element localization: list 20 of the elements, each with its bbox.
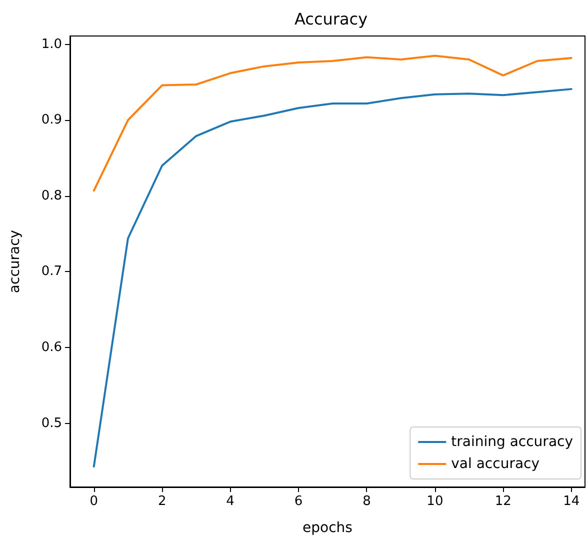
y-tick-label: 1.0 <box>41 36 62 52</box>
x-axis-title: epochs <box>302 520 352 536</box>
x-tick-label: 14 <box>563 494 580 509</box>
x-tick-label: 8 <box>362 494 371 509</box>
legend-label: training accuracy <box>451 434 574 450</box>
y-tick-label: 0.6 <box>41 340 62 356</box>
y-tick-label: 0.5 <box>41 416 62 431</box>
y-tick-label: 0.7 <box>41 264 62 280</box>
chart-title: Accuracy <box>294 10 368 28</box>
y-tick-label: 0.9 <box>41 112 62 128</box>
line-series <box>92 54 572 192</box>
x-tick-label: 2 <box>158 494 166 509</box>
y-axis-title: accuracy <box>7 230 23 294</box>
x-tick-label: 6 <box>294 494 303 509</box>
x-tick-label: 4 <box>226 494 234 509</box>
x-tick-label: 12 <box>494 494 512 509</box>
legend-label: val accuracy <box>451 456 540 472</box>
y-tick-label: 0.8 <box>41 188 62 204</box>
x-tick-label: 10 <box>426 494 444 509</box>
x-tick-label: 0 <box>90 494 98 509</box>
